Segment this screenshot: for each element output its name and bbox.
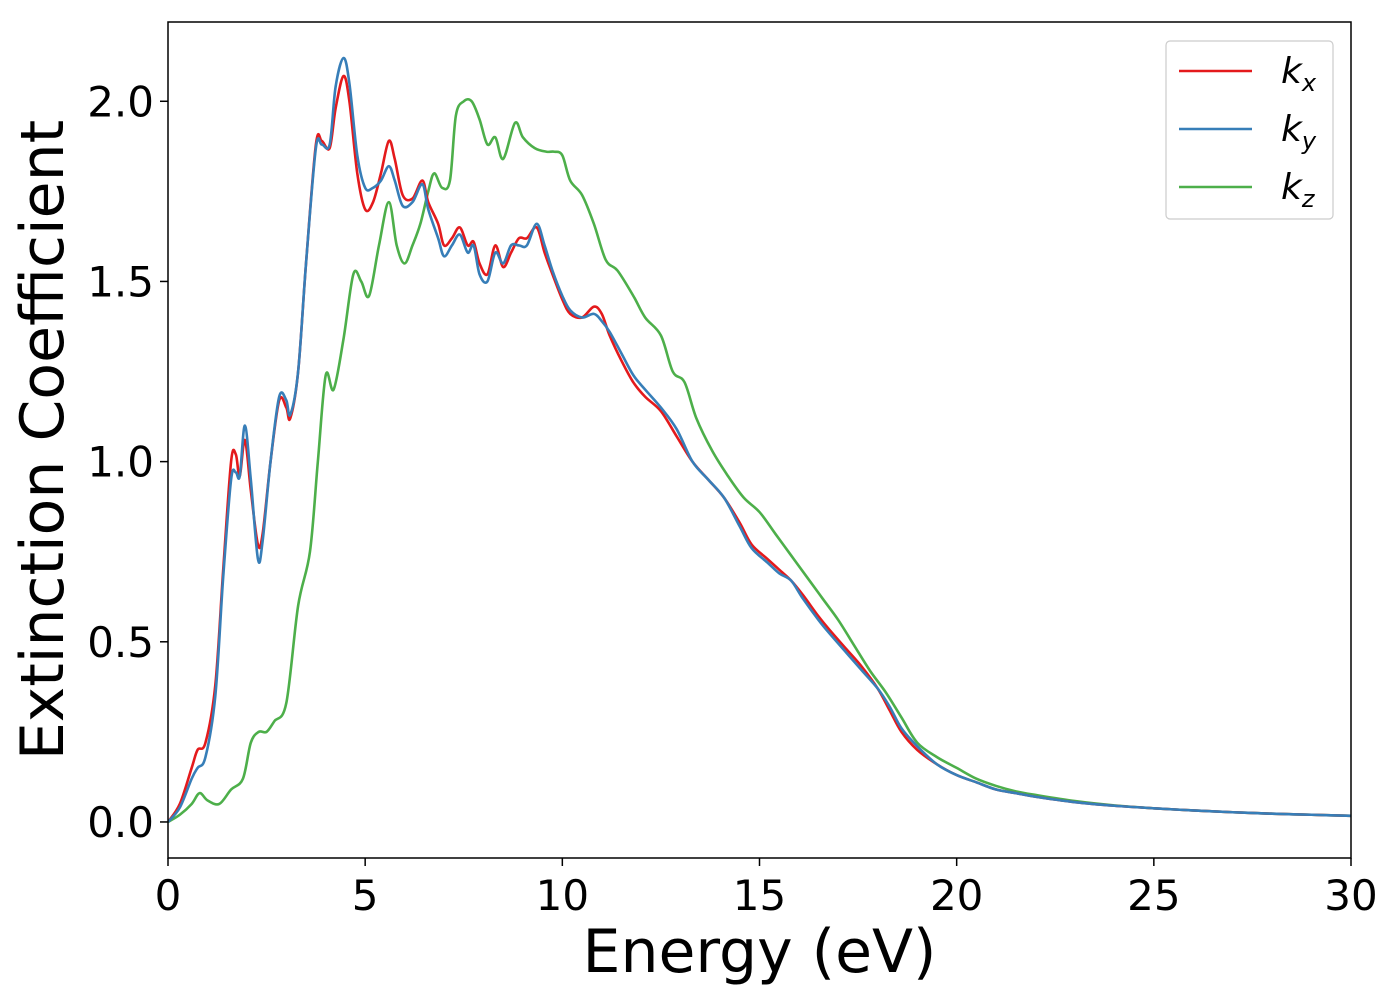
x-tick-label: 10: [536, 871, 589, 920]
y-tick-label: 0.0: [87, 798, 154, 847]
series-line-z: [168, 97, 1351, 824]
x-tick-label: 30: [1324, 871, 1377, 920]
legend-label-y: ky: [1281, 109, 1317, 155]
y-axis-title: Extinction Coefficient: [8, 120, 78, 760]
x-tick-label: 5: [352, 871, 379, 920]
y-axis-ticks: 0.0 0.5 1.0 1.5 2.0: [87, 77, 168, 847]
y-tick-label: 0.5: [87, 618, 154, 667]
legend-label-z: kz: [1281, 167, 1316, 213]
x-tick-label: 15: [733, 871, 786, 920]
x-tick-label: 20: [930, 871, 983, 920]
x-axis-ticks: 0 5 10 15 20 25 30: [155, 858, 1378, 920]
y-tick-label: 1.0: [87, 438, 154, 487]
x-tick-label: 0: [155, 871, 182, 920]
x-tick-label: 25: [1127, 871, 1180, 920]
y-tick-label: 1.5: [87, 257, 154, 306]
series-line-y: [168, 56, 1351, 823]
legend-label-x: kx: [1281, 51, 1317, 97]
series-layer: [168, 56, 1351, 824]
y-tick-label: 2.0: [87, 77, 154, 126]
legend: kx ky kz: [1165, 40, 1334, 220]
x-axis-title: Energy (eV): [583, 917, 937, 987]
